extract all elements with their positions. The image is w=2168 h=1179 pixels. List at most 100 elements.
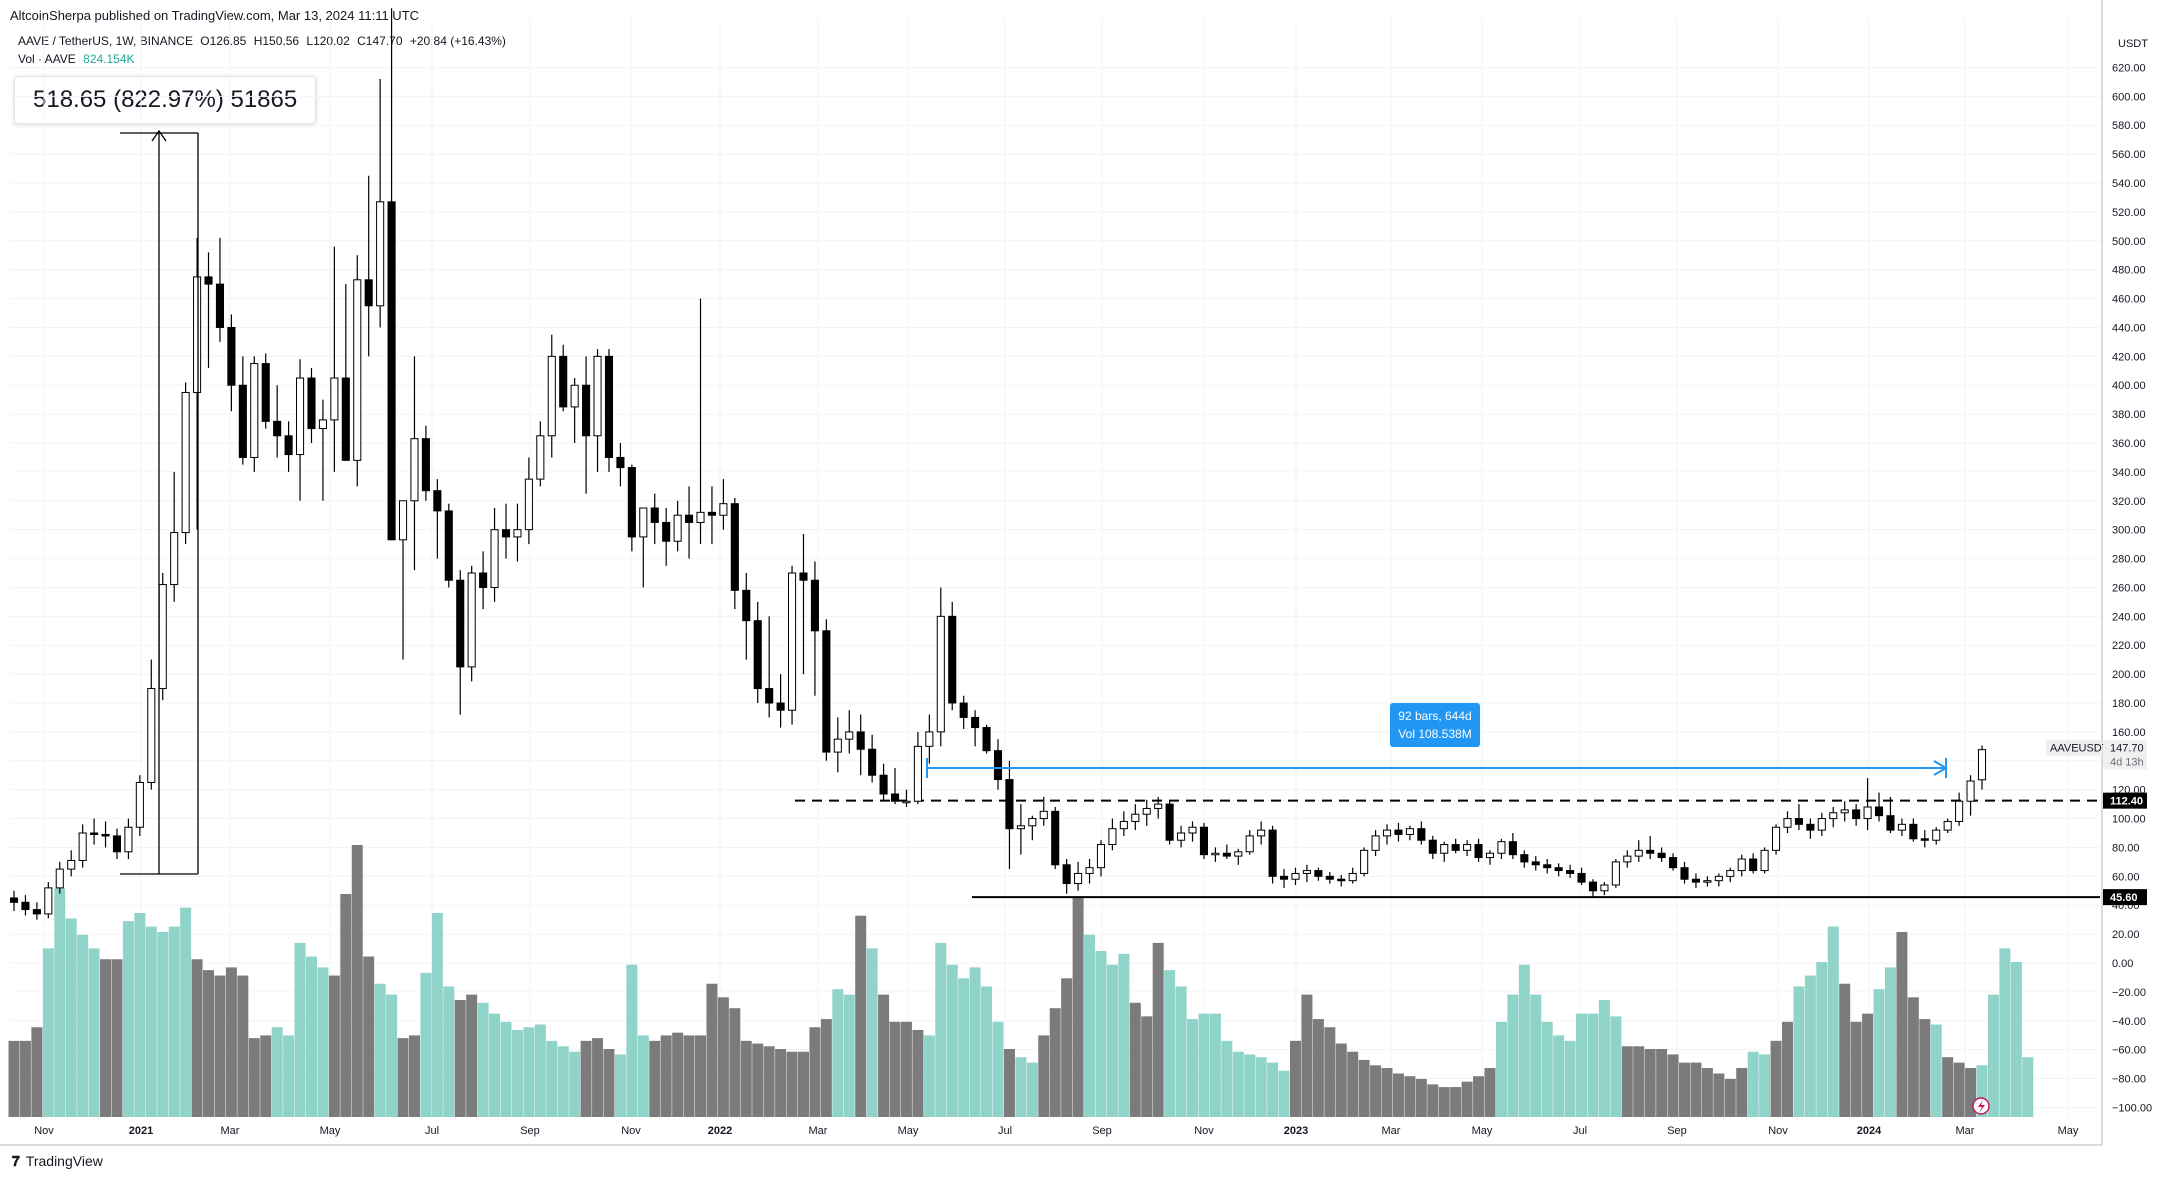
candle-body — [456, 579, 465, 668]
candle-body — [1188, 826, 1197, 834]
candle-body — [1737, 858, 1746, 872]
candle-body — [9, 897, 19, 903]
candle-body — [1600, 884, 1609, 892]
candle-body — [410, 438, 419, 502]
volume-bar — [1438, 1087, 1450, 1117]
candle-body — [1897, 823, 1906, 831]
candle-body — [193, 276, 202, 393]
candle-body — [1874, 806, 1884, 817]
volume-bar — [237, 975, 249, 1117]
volume-bar — [386, 994, 398, 1117]
volume-bar — [695, 1035, 707, 1117]
tradingview-logo[interactable]: 𝟕 TradingView — [12, 1153, 103, 1170]
lightning-bolt-icon — [1978, 1100, 1985, 1113]
volume-bar — [1347, 1051, 1359, 1117]
price-tick-label: 300.00 — [2112, 525, 2146, 537]
time-tick-label: Jul — [425, 1125, 439, 1137]
price-axis[interactable]: USDT 620.00 600.00 580.00 560.00 540.00 520.00… — [0, 0, 2152, 1146]
volume-bar — [923, 1035, 935, 1117]
volume-bar — [1118, 953, 1130, 1117]
symbol-title[interactable]: AAVE / TetherUS, 1W, BINANCE — [18, 34, 193, 48]
candle-body — [1314, 870, 1323, 877]
volume-bar — [637, 1035, 649, 1117]
candle-body — [1863, 806, 1872, 820]
candle-body — [44, 887, 53, 915]
time-axis[interactable]: Nov 2021 Mar May Jul Sep Nov 2022 Mar May Jul Sep No… — [34, 1097, 2079, 1137]
price-tick-label: 200.00 — [2112, 669, 2146, 681]
price-tick-label: −80.00 — [2112, 1074, 2146, 1086]
volume-bar — [546, 1040, 558, 1117]
candle-body — [845, 731, 854, 740]
candle-body — [1485, 852, 1495, 859]
volume-label[interactable]: Vol · AAVE — [18, 52, 76, 66]
candle-body — [1348, 872, 1357, 882]
volume-bar — [351, 845, 363, 1117]
candle-body — [547, 355, 556, 437]
volume-bar — [1038, 1035, 1050, 1117]
candle-body — [1749, 858, 1758, 872]
price-axis-unit: USDT — [2118, 38, 2148, 50]
volume-bar — [855, 915, 867, 1117]
volume-bar — [1839, 983, 1851, 1117]
candle-body — [1211, 852, 1220, 856]
volume-bar — [569, 1051, 581, 1117]
date-range-label-bg — [1390, 703, 1480, 747]
resistance-price-tag-bg — [2103, 792, 2147, 809]
volume-bar — [54, 888, 66, 1117]
candle-body — [1817, 818, 1826, 831]
price-tick-label: 460.00 — [2112, 294, 2146, 306]
candle-body — [982, 727, 991, 752]
volume-bar — [1209, 1013, 1221, 1117]
volume-bar — [1633, 1046, 1645, 1117]
time-tick-label: Nov — [621, 1125, 641, 1137]
candle-body — [1680, 867, 1689, 880]
ohlc-open: O126.85 — [200, 34, 247, 48]
candle-body — [627, 467, 636, 538]
candle-body — [1634, 849, 1643, 857]
ohlc-change: +20.84 (+16.43%) — [409, 34, 506, 48]
candle-body — [604, 355, 614, 458]
candle-body — [1829, 812, 1838, 820]
candle-body — [490, 529, 499, 588]
volume-bar — [431, 913, 443, 1117]
volume-bar — [203, 970, 215, 1117]
candle-body — [1199, 826, 1209, 856]
candle-body — [398, 500, 408, 541]
candle-body — [650, 507, 659, 523]
price-tick-label: 380.00 — [2112, 409, 2146, 421]
tradingview-logo-icon: 𝟕 — [12, 1153, 20, 1169]
volume-bar — [168, 926, 180, 1117]
volume-bar — [1415, 1078, 1427, 1117]
volume-bar — [603, 1049, 615, 1117]
ohlc-high: H150.56 — [253, 34, 300, 48]
candle-body — [1119, 820, 1128, 830]
candle-body — [330, 377, 339, 421]
volume-bar — [832, 989, 844, 1117]
volume-bars — [8, 845, 2034, 1117]
volume-bar — [935, 942, 947, 1117]
candle-body — [1039, 810, 1048, 820]
volume-bar — [1896, 932, 1908, 1117]
candle-body — [1051, 810, 1060, 866]
candle-body — [1154, 803, 1163, 809]
volume-bar — [878, 994, 890, 1117]
candle-body — [1417, 828, 1426, 841]
volume-bar — [1289, 1040, 1301, 1117]
candle-body — [124, 826, 133, 853]
price-tick-label: 400.00 — [2112, 380, 2146, 392]
volume-bar — [1198, 1013, 1210, 1117]
price-tick-label: 420.00 — [2112, 351, 2146, 363]
volume-bar — [1644, 1049, 1656, 1117]
volume-bar — [1164, 970, 1176, 1117]
candle-body — [810, 579, 819, 632]
price-tick-label: −60.00 — [2112, 1045, 2146, 1057]
candle-body — [1623, 855, 1632, 863]
volume-bar — [1187, 1019, 1199, 1117]
volume-bar — [1072, 896, 1084, 1117]
volume-bar — [1987, 994, 1999, 1117]
volume-bar — [489, 1013, 501, 1117]
volume-bar — [260, 1035, 272, 1117]
volume-bar — [1759, 1054, 1771, 1117]
candlesticks — [9, 8, 1987, 920]
